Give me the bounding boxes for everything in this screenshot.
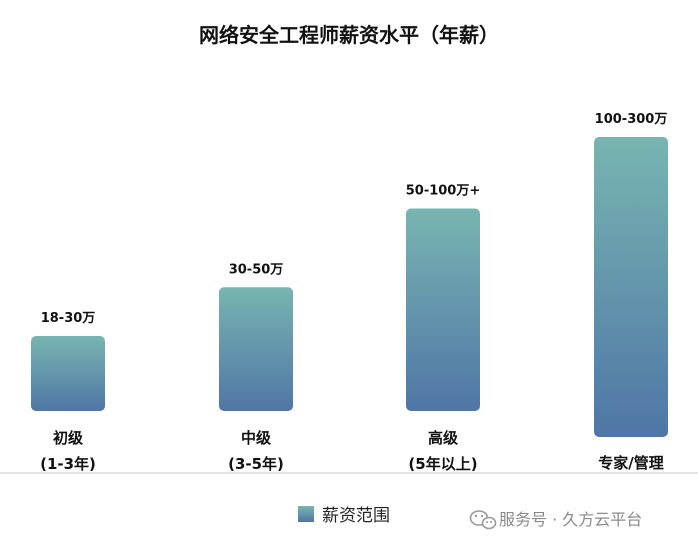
category-label-2-1: (5年以上) <box>408 455 477 473</box>
wechat-icon <box>469 510 497 530</box>
category-label-0-1: (1-3年) <box>40 455 96 473</box>
bar-1 <box>219 287 293 411</box>
chart-title: 网络安全工程师薪资水平（年薪） <box>199 23 499 47</box>
legend-swatch <box>298 506 314 522</box>
watermark: 服务号 · 久方云平台 <box>469 510 642 530</box>
data-label-0: 18-30万 <box>41 311 96 326</box>
data-label-1: 30-50万 <box>229 262 284 277</box>
category-label-3-0: 专家/管理 <box>598 454 663 472</box>
watermark-text: 服务号 · 久方云平台 <box>499 510 642 529</box>
category-label-0-0: 初级 <box>53 429 84 447</box>
bar-3 <box>594 137 668 437</box>
category-label-1-0: 中级 <box>241 429 272 447</box>
data-label-2: 50-100万+ <box>406 184 481 199</box>
legend: 薪资范围 <box>298 506 390 526</box>
category-label-2-0: 高级 <box>428 429 459 447</box>
bar-2 <box>406 208 480 411</box>
category-label-1-1: (3-5年) <box>228 455 284 473</box>
legend-label: 薪资范围 <box>322 506 390 526</box>
data-label-3: 100-300万 <box>595 112 668 127</box>
bar-0 <box>31 336 105 411</box>
